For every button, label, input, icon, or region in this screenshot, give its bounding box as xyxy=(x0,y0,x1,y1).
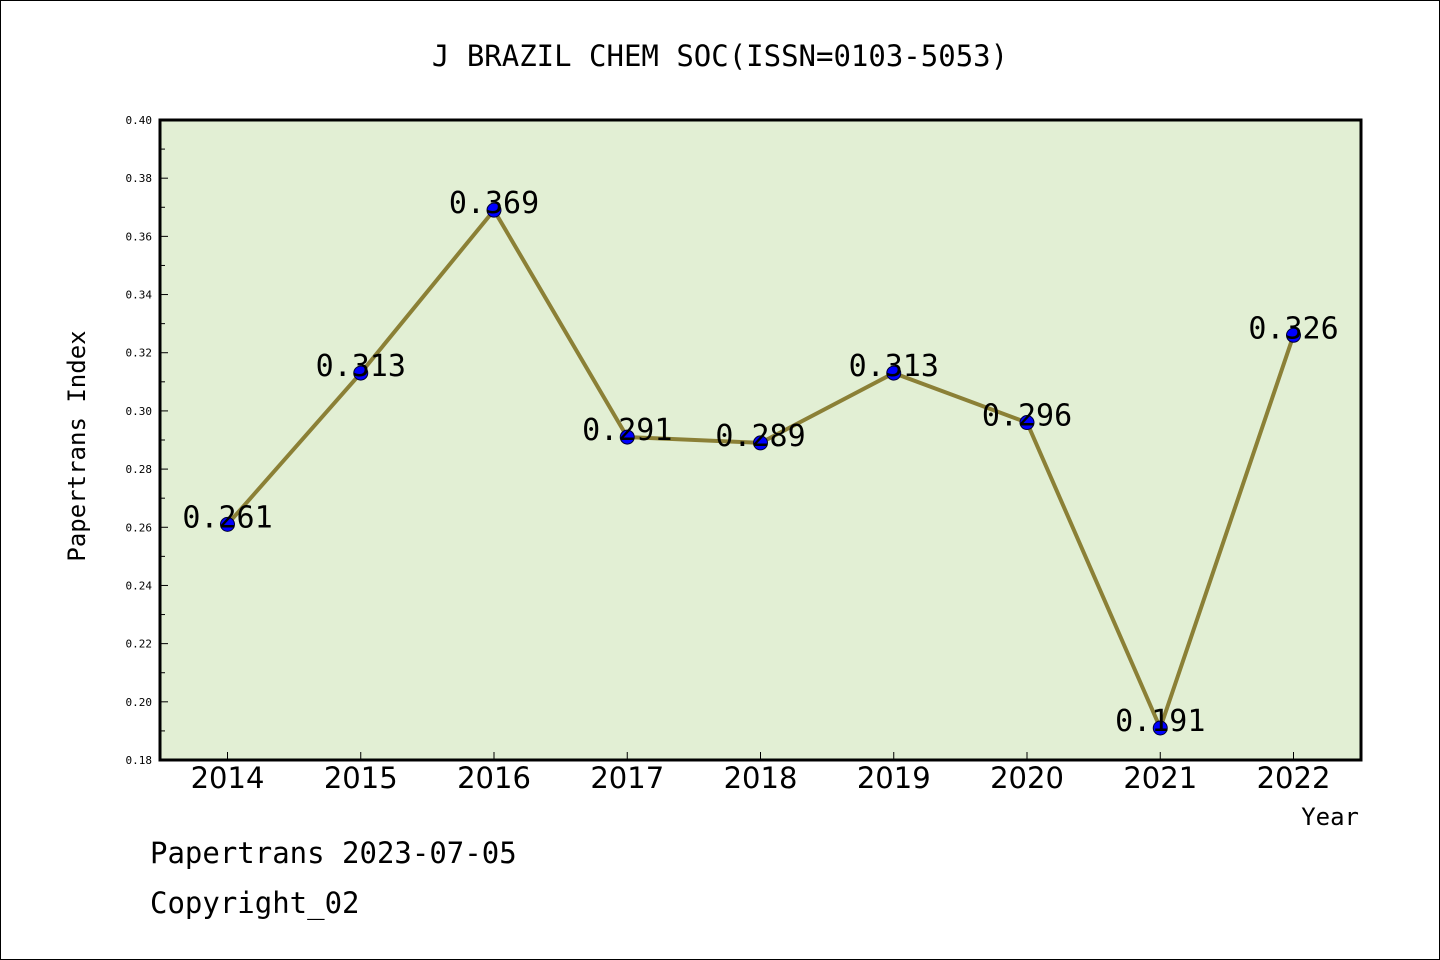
x-tick-label: 2022 xyxy=(1257,761,1331,795)
x-tick-label: 2021 xyxy=(1123,761,1197,795)
y-tick-label: 0.26 xyxy=(126,521,153,534)
x-tick-label: 2020 xyxy=(990,761,1064,795)
x-tick-label: 2019 xyxy=(857,761,931,795)
data-label: 0.191 xyxy=(1115,704,1205,739)
y-tick-label: 0.38 xyxy=(126,172,153,185)
y-tick-label: 0.30 xyxy=(126,405,153,418)
data-point xyxy=(1152,720,1168,736)
footer-copyright: Copyright_02 xyxy=(150,886,360,920)
y-tick-label: 0.32 xyxy=(126,347,153,360)
x-tick-label: 2016 xyxy=(457,761,531,795)
data-point xyxy=(619,429,635,445)
x-tick-label: 2018 xyxy=(724,761,798,795)
data-label: 0.369 xyxy=(449,186,539,221)
y-tick-label: 0.40 xyxy=(126,114,153,127)
x-axis-label: Year xyxy=(1301,803,1359,831)
data-label: 0.313 xyxy=(849,349,939,384)
series-points-group xyxy=(220,202,1301,736)
data-point xyxy=(1286,327,1301,343)
y-tick-label: 0.22 xyxy=(126,638,153,651)
data-point xyxy=(1019,415,1035,431)
y-tick-label: 0.36 xyxy=(126,230,153,243)
data-point xyxy=(353,365,369,381)
x-axis: 2014 2015 2016 2017 2018 2019 2020 2021 2022 xyxy=(191,752,1331,795)
y-tick-label: 0.18 xyxy=(126,754,153,767)
x-tick-label: 2017 xyxy=(590,761,664,795)
x-tick-label: 2015 xyxy=(324,761,398,795)
data-labels-group: 0.261 0.313 0.369 0.291 0.289 0.313 0.296 0.191… xyxy=(182,186,1338,739)
data-point xyxy=(886,365,902,381)
data-label: 0.261 xyxy=(182,500,272,535)
data-point xyxy=(486,202,502,218)
chart-title: J BRAZIL CHEM SOC(ISSN=0103-5053) xyxy=(432,39,1008,73)
data-label: 0.291 xyxy=(582,413,672,448)
y-tick-label: 0.34 xyxy=(126,289,153,302)
data-label: 0.296 xyxy=(982,399,1072,434)
y-tick-label: 0.28 xyxy=(126,463,153,476)
data-label: 0.289 xyxy=(715,419,805,454)
data-point xyxy=(753,435,768,451)
y-tick-label: 0.24 xyxy=(126,579,153,592)
data-label: 0.326 xyxy=(1248,311,1338,346)
y-axis-label: Papertrans Index xyxy=(63,330,91,561)
x-tick-label: 2014 xyxy=(191,761,265,795)
y-axis: 0.18 0.20 0.22 0.24 0.26 0.28 0.30 0.32 0.34 0.36… xyxy=(126,114,168,767)
data-point xyxy=(220,516,235,532)
y-tick-label: 0.20 xyxy=(126,696,153,709)
footer-date: Papertrans 2023-07-05 xyxy=(150,836,517,870)
data-label: 0.313 xyxy=(316,349,406,384)
